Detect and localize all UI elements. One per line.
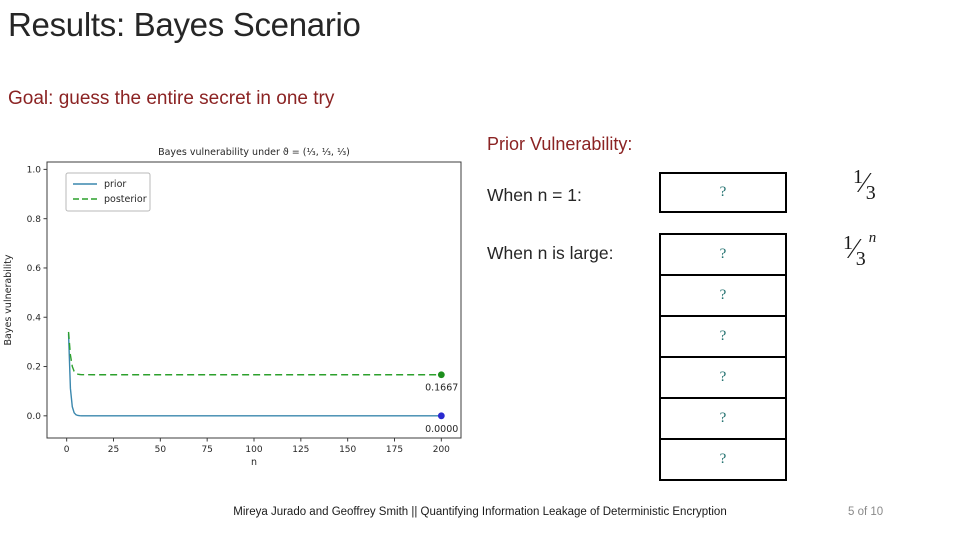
answer-box: ? [659,356,787,399]
end-value-label-prior: 0.0000 [425,424,458,435]
x-tick-label: 175 [386,445,403,455]
answer-box: ? [659,315,787,358]
answer-box: ? [659,233,787,276]
y-tick-label: 0.0 [27,412,42,422]
question-mark: ? [719,450,727,467]
when-n1-label: When n = 1: [487,185,582,205]
fraction-slash: ⁄ [862,168,867,199]
answer-box: ? [659,397,787,440]
end-value-label-posterior: 0.1667 [425,383,458,394]
x-axis-label: n [251,457,257,468]
chart-title: Bayes vulnerability under ϑ = (¹⁄₃, ¹⁄₃,… [158,147,350,158]
chart-canvas: Bayes vulnerability under ϑ = (¹⁄₃, ¹⁄₃,… [3,147,462,468]
x-tick-label: 50 [155,445,167,455]
fraction-numerator: 1 [853,166,863,188]
prior-vulnerability-heading: Prior Vulnerability: [487,134,633,154]
fraction-numerator: 1 [843,232,853,254]
question-mark: ? [719,368,727,385]
answer-box-stack: ? ? ? ? ? ? [659,233,787,481]
legend [65,172,151,212]
legend-label-prior: prior [104,179,126,190]
x-tick-label: 0 [64,445,70,455]
fraction-one-third: 1⁄3 [853,166,876,204]
when-n-large-label: When n is large: [487,243,614,263]
footer-credit: Mireya Jurado and Geoffrey Smith || Quan… [233,506,727,518]
slide-title: Results: Bayes Scenario [8,6,361,43]
fraction-denominator: 3 [865,182,876,204]
answer-box-n1: ? [659,172,787,213]
series-posterior [67,331,442,376]
x-tick-label: 100 [245,445,262,455]
fraction-exponent: n [868,230,877,246]
y-tick-label: 1.0 [27,166,42,176]
question-mark: ? [719,245,727,262]
question-mark: ? [719,409,727,426]
question-mark: ? [719,327,727,344]
y-axis-label: Bayes vulnerability [3,254,14,345]
fraction-one-third-pow-n: 1⁄3n [843,230,876,270]
end-marker-prior [437,412,445,420]
end-marker-posterior [437,371,445,379]
y-tick-label: 0.2 [27,363,41,373]
x-tick-label: 200 [433,445,450,455]
question-mark: ? [719,286,727,303]
fraction-slash: ⁄ [852,234,857,265]
x-tick-label: 25 [108,445,119,455]
series-prior [67,333,442,417]
y-tick-label: 0.6 [27,264,42,274]
answer-box: ? [659,274,787,317]
y-tick-label: 0.8 [27,215,42,225]
legend-label-posterior: posterior [104,194,147,205]
x-tick-label: 75 [201,445,212,455]
fraction-denominator: 3 [855,248,866,270]
question-mark: ? [719,184,727,200]
answer-box: ? [659,438,787,481]
page-number: 5 of 10 [848,506,884,518]
slide-subtitle: Goal: guess the entire secret in one try [8,88,335,109]
bayes-vulnerability-chart: Bayes vulnerability under ϑ = (¹⁄₃, ¹⁄₃,… [0,146,470,478]
x-tick-label: 125 [292,445,309,455]
x-tick-label: 150 [339,445,356,455]
y-tick-label: 0.4 [27,313,42,323]
